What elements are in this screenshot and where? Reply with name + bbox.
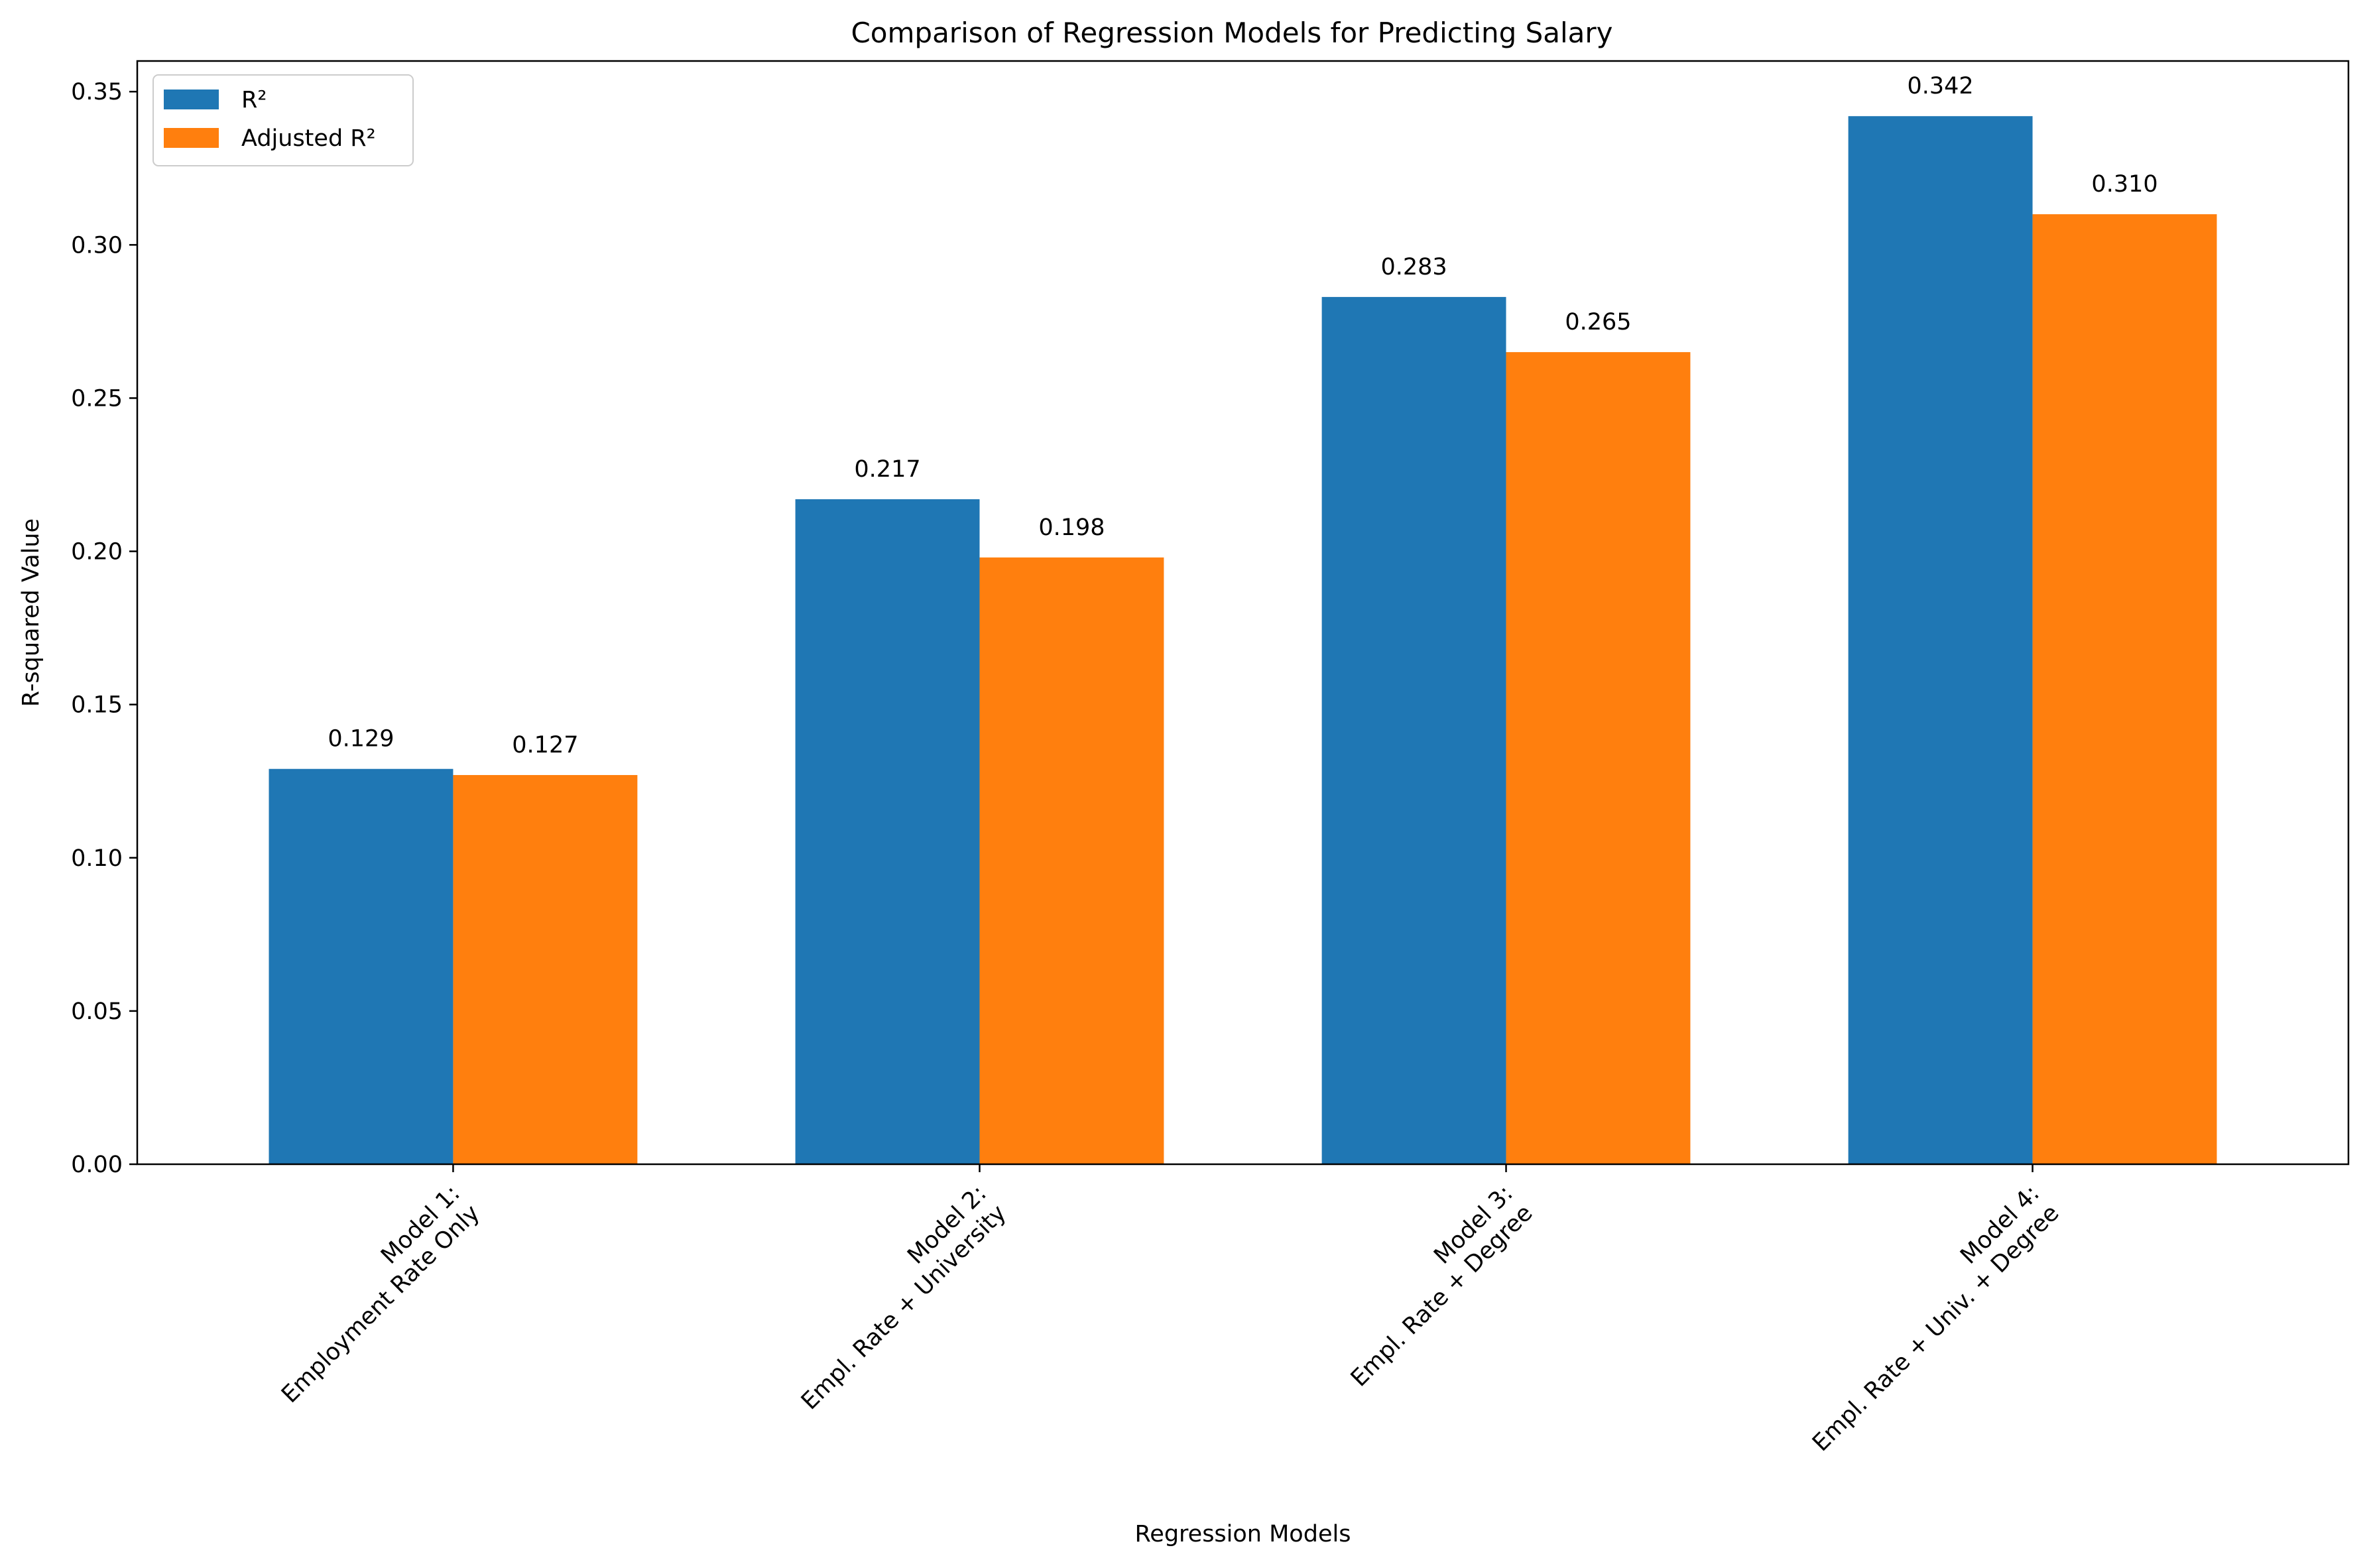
legend-swatch-series2 [164, 128, 219, 148]
bar-series1-model2 [795, 499, 980, 1164]
y-axis: 0.00 0.05 0.10 0.15 0.20 0.25 0.30 0.35 [71, 79, 137, 1178]
legend-swatch-series1 [164, 90, 219, 109]
legend-label-series2: Adjusted R² [241, 125, 376, 152]
data-label-series2-model4: 0.310 [2091, 171, 2157, 198]
chart-title: Comparison of Regression Models for Pred… [851, 17, 1612, 49]
y-tick-label: 0.30 [71, 232, 123, 259]
y-tick-label: 0.10 [71, 845, 123, 872]
y-tick-label: 0.25 [71, 385, 123, 412]
bar-series2-model1 [453, 774, 638, 1164]
data-label-series1-model2: 0.217 [854, 456, 920, 483]
bars-group [269, 116, 2217, 1165]
plot-area-frame [136, 60, 2350, 1166]
y-tick-label: 0.20 [71, 539, 123, 566]
y-axis-title: R-squared Value [18, 518, 44, 707]
x-axis-title: Regression Models [1135, 1521, 1351, 1547]
data-label-series1-model4: 0.342 [1908, 73, 1974, 99]
y-tick-label: 0.35 [71, 79, 123, 105]
data-labels-group: 0.129 0.217 0.283 0.342 0.127 0.198 0.265 0.310 [328, 73, 2157, 758]
data-label-series2-model1: 0.127 [512, 732, 578, 758]
bar-series2-model3 [1506, 352, 1691, 1164]
y-tick-label: 0.00 [71, 1152, 123, 1178]
bar-series1-model3 [1321, 296, 1506, 1164]
bar-series1-model4 [1848, 116, 2033, 1165]
data-label-series2-model3: 0.265 [1565, 309, 1631, 335]
bar-series2-model2 [979, 557, 1164, 1164]
data-label-series2-model2: 0.198 [1038, 514, 1105, 541]
y-tick-label: 0.15 [71, 692, 123, 719]
bar-series1-model1 [269, 768, 454, 1164]
legend-label-series1: R² [241, 87, 267, 113]
legend-frame [152, 74, 414, 166]
data-label-series1-model3: 0.283 [1380, 254, 1447, 280]
bar-series2-model4 [2032, 214, 2217, 1165]
legend: R² Adjusted R² [152, 74, 414, 166]
data-label-series1-model1: 0.129 [328, 726, 394, 753]
y-tick-label: 0.05 [71, 998, 123, 1025]
